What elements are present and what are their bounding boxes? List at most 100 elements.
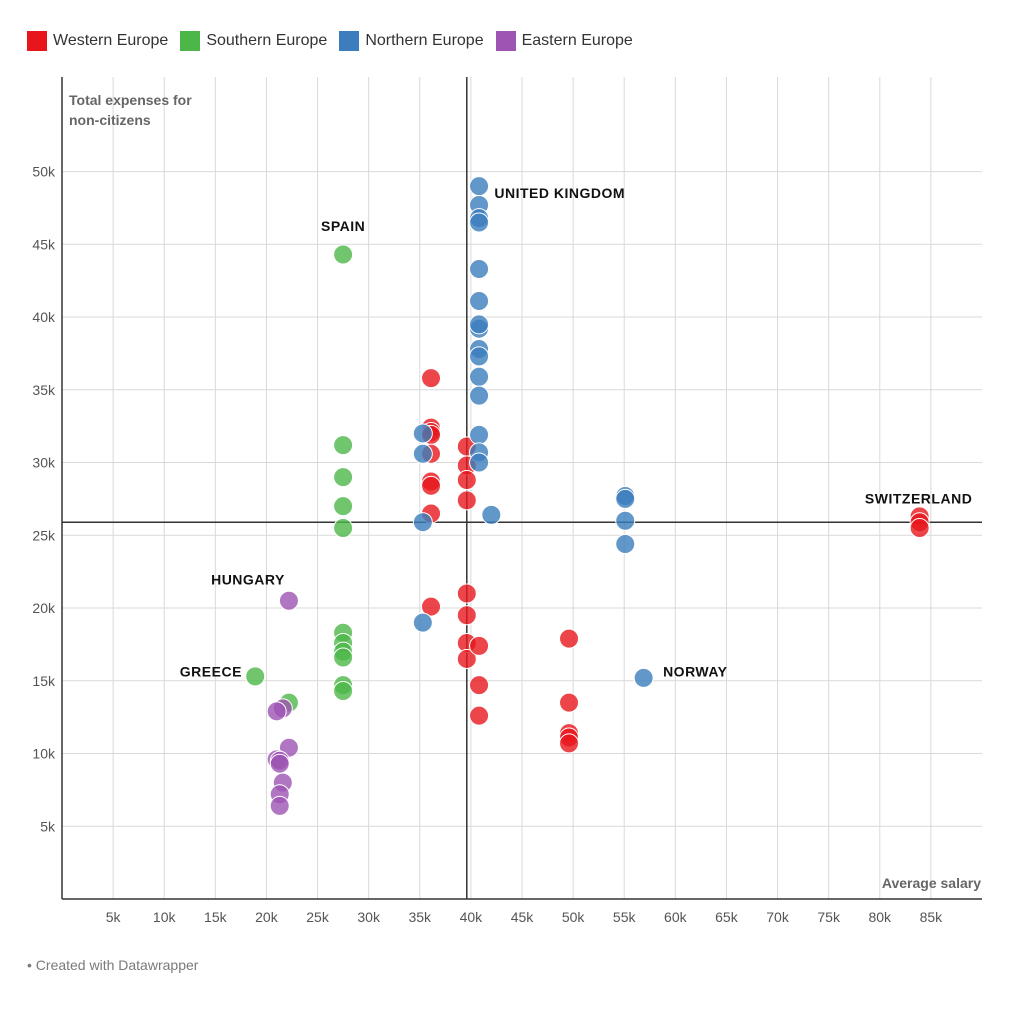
data-point (469, 705, 490, 726)
y-tick-label: 15k (32, 673, 56, 689)
data-points (245, 176, 930, 816)
y-axis-title: Total expenses for (69, 92, 192, 108)
data-point (333, 680, 354, 701)
y-tick-label: 30k (32, 455, 56, 471)
grid (62, 77, 982, 899)
data-point (456, 490, 477, 511)
data-point (412, 512, 433, 533)
data-point (615, 510, 636, 531)
x-tick-label: 55k (613, 909, 637, 925)
legend-label: Western Europe (53, 32, 169, 49)
y-tick-label: 20k (32, 600, 56, 616)
annotation-label: NORWAY (663, 663, 728, 679)
data-point (456, 469, 477, 490)
y-tick-label: 45k (32, 236, 56, 252)
legend: Western Europe Southern Europe Northern Eu… (27, 30, 645, 52)
legend-item: Northern Europe (339, 31, 484, 51)
data-point (421, 475, 442, 496)
x-tick-label: 80k (868, 909, 892, 925)
data-point (469, 366, 490, 387)
data-point (333, 496, 354, 517)
data-point (456, 583, 477, 604)
data-point (909, 518, 930, 539)
x-tick-label: 40k (460, 909, 484, 925)
y-tick-label: 25k (32, 527, 56, 543)
legend-swatch (339, 31, 360, 51)
data-point (469, 635, 490, 656)
data-point (469, 424, 490, 445)
y-tick-label: 40k (32, 309, 56, 325)
legend-swatch (495, 31, 516, 51)
y-axis-title: non-citizens (69, 112, 151, 128)
data-point (633, 667, 654, 688)
legend-label: Northern Europe (365, 32, 484, 49)
data-point (469, 452, 490, 473)
data-point (469, 346, 490, 367)
data-point (278, 590, 299, 611)
x-axis-title: Average salary (882, 875, 981, 891)
data-point (412, 612, 433, 633)
data-point (456, 605, 477, 626)
x-tick-label: 85k (920, 909, 944, 925)
x-tick-label: 50k (562, 909, 586, 925)
y-tick-label: 50k (32, 164, 56, 180)
y-tick-label: 5k (40, 818, 56, 834)
data-point (245, 666, 266, 687)
legend-swatch (180, 31, 201, 51)
data-point (469, 259, 490, 280)
x-tick-label: 70k (766, 909, 790, 925)
data-point (615, 488, 636, 509)
data-point (421, 596, 442, 617)
data-point (469, 385, 490, 406)
data-point (333, 647, 354, 668)
data-point (469, 212, 490, 233)
data-point (456, 648, 477, 669)
annotation-label: UNITED KINGDOM (494, 185, 625, 201)
data-point (469, 176, 490, 197)
data-point (481, 504, 502, 525)
data-point (333, 244, 354, 265)
legend-item: Western Europe (27, 31, 168, 51)
x-tick-label: 10k (153, 909, 177, 925)
x-tick-label: 65k (715, 909, 739, 925)
data-point (421, 368, 442, 389)
data-point (333, 467, 354, 488)
data-point (412, 443, 433, 464)
y-tick-label: 10k (32, 746, 56, 762)
y-tick-label: 35k (32, 382, 56, 398)
legend-label: Southern Europe (206, 32, 328, 49)
data-point (266, 701, 287, 722)
legend-swatch (27, 31, 47, 51)
data-point (412, 423, 433, 444)
data-point (333, 518, 354, 539)
footer-credit: • Created with Datawrapper (27, 957, 199, 973)
data-point (559, 628, 580, 649)
x-tick-label: 75k (817, 909, 841, 925)
annotation-label: SPAIN (321, 218, 365, 234)
data-point (615, 534, 636, 555)
annotation-label: GREECE (180, 663, 242, 679)
data-point (269, 753, 290, 774)
x-tick-label: 5k (106, 909, 122, 925)
data-point (469, 675, 490, 696)
legend-label: Eastern Europe (521, 32, 633, 49)
x-tick-label: 15k (204, 909, 228, 925)
annotation-label: SWITZERLAND (865, 490, 972, 506)
x-tick-label: 35k (408, 909, 432, 925)
annotation-label: HUNGARY (211, 572, 285, 588)
annotations: UNITED KINGDOM SPAIN SWITZERLAND HUNGARY GRE… (180, 185, 972, 680)
axes: 5k 10k 15k 20k 25k 30k 35k 40k 45k 50k 55k 60k 65k 70… (32, 77, 982, 925)
x-tick-label: 20k (255, 909, 279, 925)
data-point (469, 291, 490, 312)
legend-item: Southern Europe (180, 31, 327, 51)
x-tick-label: 30k (357, 909, 381, 925)
data-point (333, 435, 354, 456)
data-point (269, 795, 290, 816)
x-tick-label: 25k (306, 909, 330, 925)
legend-item: Eastern Europe (495, 31, 633, 51)
x-tick-label: 60k (664, 909, 688, 925)
data-point (559, 733, 580, 754)
data-point (469, 314, 490, 335)
data-point (559, 692, 580, 713)
